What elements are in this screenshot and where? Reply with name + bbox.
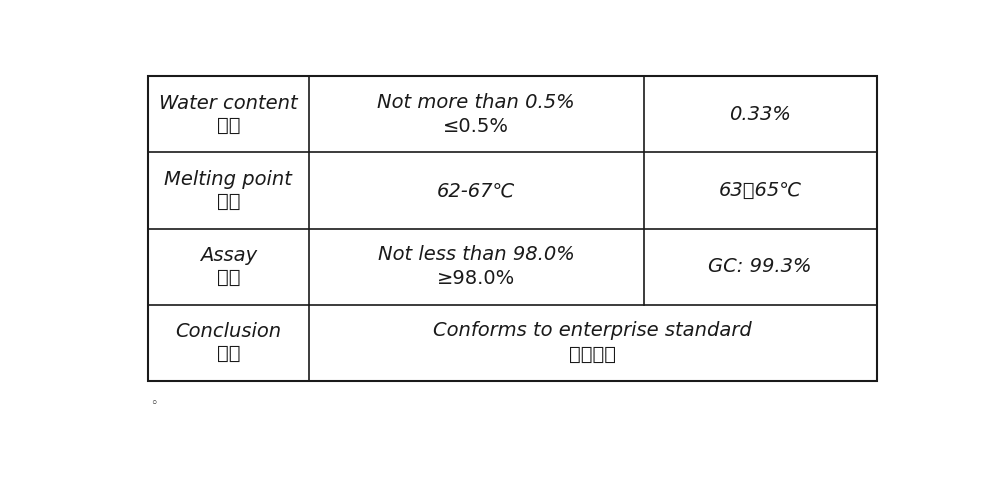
Text: Water content: Water content bbox=[159, 94, 298, 113]
Text: 含量: 含量 bbox=[217, 268, 240, 287]
Text: 结论: 结论 bbox=[217, 344, 240, 363]
Text: Not more than 0.5%: Not more than 0.5% bbox=[377, 93, 575, 112]
Text: 符合规定: 符合规定 bbox=[569, 345, 616, 364]
Text: ◦: ◦ bbox=[150, 397, 157, 410]
Text: Assay: Assay bbox=[200, 246, 257, 265]
Text: 63～65℃: 63～65℃ bbox=[719, 181, 802, 200]
Text: Conforms to enterprise standard: Conforms to enterprise standard bbox=[433, 321, 752, 340]
Text: Conclusion: Conclusion bbox=[175, 322, 281, 341]
Text: 熔点: 熔点 bbox=[217, 192, 240, 211]
Text: Not less than 98.0%: Not less than 98.0% bbox=[378, 245, 574, 264]
Text: Melting point: Melting point bbox=[164, 170, 292, 189]
Bar bbox=[148, 76, 877, 381]
Text: ≤0.5%: ≤0.5% bbox=[443, 117, 509, 136]
Text: 0.33%: 0.33% bbox=[729, 105, 791, 124]
Text: GC: 99.3%: GC: 99.3% bbox=[708, 257, 812, 276]
Text: 62-67℃: 62-67℃ bbox=[437, 181, 515, 200]
Text: 水分: 水分 bbox=[217, 116, 240, 135]
Text: ≥98.0%: ≥98.0% bbox=[437, 269, 515, 288]
